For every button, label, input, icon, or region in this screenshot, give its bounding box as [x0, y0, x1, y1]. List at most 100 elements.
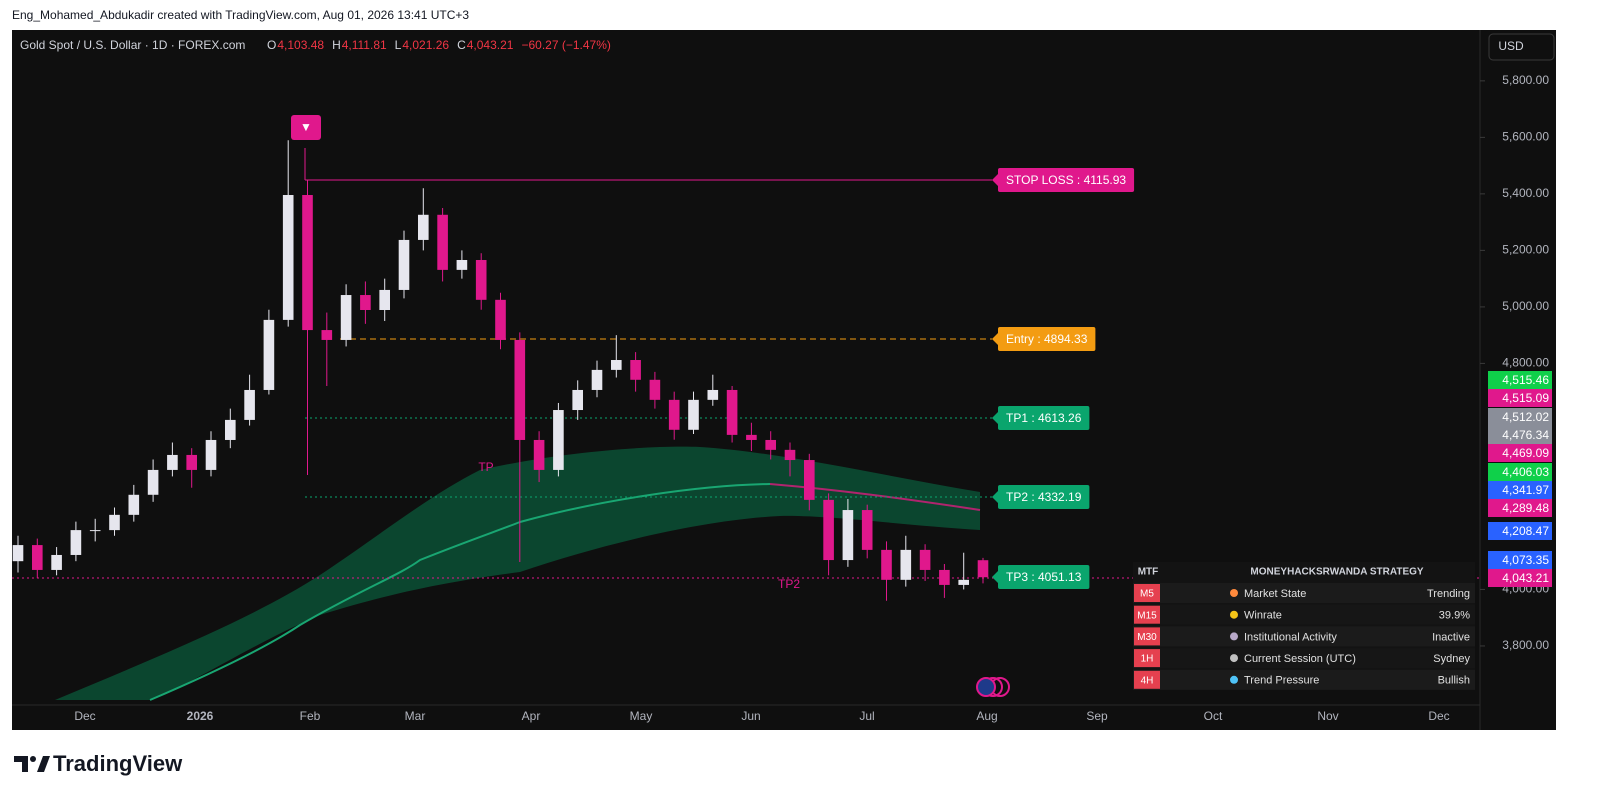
- price-tag-text: 4,073.35: [1502, 553, 1549, 567]
- grid: [1480, 80, 1485, 647]
- y-tick-label: 5,800.00: [1502, 73, 1549, 87]
- axes: 5,800.00 5,600.00 5,400.00 5,200.00 5,000.00…: [74, 73, 1549, 723]
- metric: Institutional Activity: [1244, 631, 1337, 643]
- trade-label-box: [998, 485, 1090, 509]
- x-tick-label: Jun: [741, 709, 760, 723]
- y-tick-label: 5,000.00: [1502, 299, 1549, 313]
- trade-labels: STOP LOSS : 4115.93 Entry : 4894.33 TP1 : …: [992, 168, 1135, 589]
- trade-label-text: TP1 : 4613.26: [1006, 411, 1082, 425]
- candle-body: [495, 299, 506, 340]
- logo-mark: [30, 756, 36, 762]
- price-tag-text: 4,515.46: [1502, 373, 1549, 387]
- candle-body: [31, 545, 43, 570]
- currency-button[interactable]: [1488, 33, 1555, 61]
- table-header: MTF: [1138, 567, 1159, 578]
- timeframe-cell: [1134, 584, 1160, 602]
- price-tag-text: 4,208.47: [1502, 524, 1549, 538]
- trade-label-text: STOP LOSS : 4115.93: [1006, 173, 1126, 187]
- ohlc-key: C: [457, 38, 466, 52]
- candle-body: [205, 439, 217, 470]
- candle-body: [533, 439, 545, 470]
- trade-label: TP1 : 4613.26: [992, 406, 1090, 430]
- logo-mark: [37, 756, 50, 772]
- trade-label: STOP LOSS : 4115.93: [992, 168, 1135, 192]
- ohlc-value: 4,103.48: [277, 38, 324, 52]
- candle-body: [89, 530, 101, 532]
- candle-body: [224, 419, 236, 440]
- candle-body: [572, 389, 584, 411]
- table-row: [1133, 626, 1475, 647]
- row-icon: [1230, 675, 1238, 684]
- trade-label: Entry : 4894.33: [992, 327, 1096, 351]
- candle-body: [823, 499, 834, 561]
- candle-body: [553, 410, 564, 470]
- credit: Eng_Mohamed_Abdukadir created with Tradi…: [12, 8, 469, 22]
- candle-body: [726, 389, 738, 435]
- price-tag-text: 4,512.02: [1502, 410, 1549, 424]
- candle-body: [842, 510, 854, 561]
- candle-body: [186, 454, 198, 470]
- table-row: [1133, 648, 1475, 669]
- trade-label: TP3 : 4051.13: [992, 565, 1090, 589]
- candle-body: [128, 494, 140, 515]
- y-tick-label: 4,800.00: [1502, 356, 1549, 370]
- timeframe-cell: [1134, 670, 1160, 689]
- candle-body: [958, 579, 970, 585]
- candle-body: [803, 460, 815, 500]
- candle-body: [610, 360, 622, 370]
- price-tag-box: [1488, 389, 1552, 407]
- x-tick-label: Aug: [976, 709, 997, 723]
- candle-body: [244, 389, 255, 420]
- price-tag-text: 4,341.97: [1502, 483, 1549, 497]
- table-header: MONEYHACKSRWANDA STRATEGY: [1250, 567, 1423, 578]
- price-tag-box: [1488, 408, 1552, 426]
- x-tick-label: Nov: [1317, 709, 1338, 723]
- change: −60.27 (−1.47%): [521, 38, 610, 52]
- ohlc-key: O: [267, 38, 276, 52]
- flag-icons: [976, 677, 1010, 697]
- candle-body: [340, 295, 352, 340]
- candle-body: [282, 195, 294, 320]
- row-icon: [1230, 632, 1238, 641]
- trade-label-box: [998, 406, 1090, 430]
- symbol: Gold Spot / U.S. Dollar · 1D · FOREX.com: [20, 38, 245, 52]
- metric-value: 39.9%: [1439, 610, 1470, 622]
- x-tick-label: Feb: [300, 709, 321, 723]
- candle-body: [321, 330, 333, 340]
- x-tick-label: Apr: [522, 709, 541, 723]
- trade-label-text: TP2 : 4332.19: [1006, 490, 1082, 504]
- candle-body: [765, 439, 777, 450]
- price-tag-box: [1488, 444, 1552, 462]
- metric: Winrate: [1244, 610, 1282, 622]
- row-icon: [1230, 654, 1238, 663]
- timeframe-cell: [1134, 605, 1160, 624]
- price-tag-box: [1488, 551, 1552, 569]
- price-tag-box: [1488, 522, 1552, 540]
- candle-body: [881, 549, 892, 580]
- brand: TradingView: [53, 751, 183, 776]
- x-tick-label: Mar: [405, 709, 426, 723]
- price-tag-text: 4,289.48: [1502, 501, 1549, 515]
- candle-body: [360, 295, 371, 311]
- price-tags: 4,515.46 4,515.09 4,512.02 4,476.34 4,469.09…: [1488, 371, 1552, 587]
- ohlc-value: 4,111.81: [342, 38, 387, 52]
- tp2-mark: TP2: [778, 577, 800, 591]
- strategy-table: MTF MONEYHACKSRWANDA STRATEGY M5 Market Sta…: [1133, 562, 1475, 690]
- trade-label-box: [998, 168, 1135, 192]
- timeframe: 4H: [1141, 675, 1154, 686]
- candle-body: [649, 379, 661, 400]
- row-icon: [1230, 589, 1238, 597]
- metric-value: Inactive: [1432, 631, 1470, 643]
- price-tag-text: 4,043.21: [1502, 571, 1549, 585]
- timeframe: M30: [1137, 632, 1157, 643]
- price-tag-text: 4,469.09: [1502, 446, 1549, 460]
- trade-label-box: [998, 565, 1090, 589]
- trade-label-text: Entry : 4894.33: [1006, 332, 1088, 346]
- timeframe: M5: [1140, 589, 1154, 600]
- candle-body: [919, 549, 931, 570]
- x-tick-label: Oct: [1204, 709, 1223, 723]
- candle-body: [861, 510, 873, 550]
- trade-label-text: TP3 : 4051.13: [1006, 570, 1082, 584]
- indicator-midline-bear: [769, 483, 981, 511]
